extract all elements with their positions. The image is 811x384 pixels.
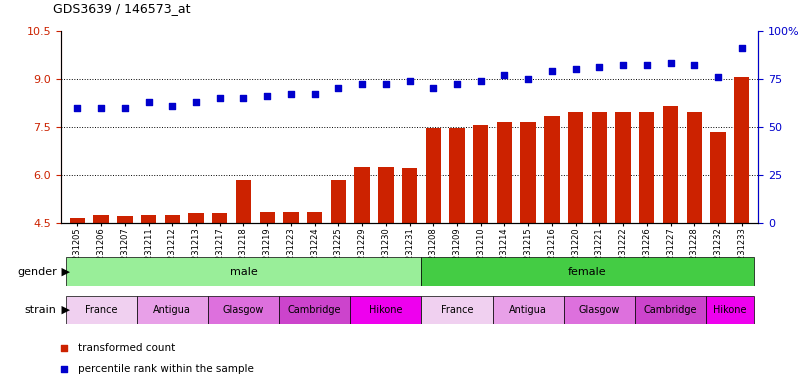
Text: gender: gender (17, 266, 57, 277)
Point (95, 104, 108, 111)
Text: percentile rank within the sample: percentile rank within the sample (78, 364, 254, 374)
Point (142, 99, 155, 105)
Bar (663, 106, 678, 223)
Point (71, 104, 84, 111)
Bar (283, 212, 298, 223)
Point (593, 64, 606, 70)
Text: France: France (85, 305, 118, 315)
Bar (165, 215, 180, 223)
Bar (307, 212, 323, 223)
Point (521, 76, 534, 82)
Point (546, 68, 559, 74)
Bar (496, 122, 513, 223)
Bar (188, 213, 204, 223)
Bar (521, 122, 536, 223)
Point (736, 45, 749, 51)
Text: GDS3639 / 146573_at: GDS3639 / 146573_at (53, 2, 191, 15)
Bar (70, 218, 85, 223)
Point (641, 62, 654, 68)
Bar (449, 128, 465, 223)
Bar (66, 257, 422, 286)
Text: ▶: ▶ (58, 266, 70, 277)
Text: Glasgow: Glasgow (223, 305, 264, 315)
Bar (544, 116, 560, 223)
Point (332, 85, 345, 91)
Bar (710, 132, 726, 223)
Bar (422, 257, 753, 286)
Point (711, 74, 724, 80)
Bar (635, 296, 706, 324)
Bar (706, 296, 753, 324)
Point (474, 78, 487, 84)
Bar (260, 212, 275, 223)
Point (616, 62, 629, 68)
Point (688, 62, 701, 68)
Bar (66, 296, 137, 324)
Text: Cambridge: Cambridge (288, 305, 341, 315)
Bar (331, 180, 346, 223)
Bar (354, 167, 370, 223)
Text: Cambridge: Cambridge (644, 305, 697, 315)
Bar (350, 296, 422, 324)
Point (569, 66, 582, 72)
Point (498, 72, 511, 78)
Bar (426, 128, 441, 223)
Point (190, 99, 203, 105)
Point (165, 103, 178, 109)
Bar (137, 296, 208, 324)
Bar (473, 125, 488, 223)
Bar (592, 113, 607, 223)
Text: Antigua: Antigua (509, 305, 547, 315)
Bar (93, 215, 109, 223)
Point (451, 81, 464, 88)
Bar (141, 215, 157, 223)
Text: male: male (230, 266, 257, 277)
Text: transformed count: transformed count (78, 343, 175, 353)
Bar (568, 113, 583, 223)
Bar (616, 113, 631, 223)
Bar (212, 213, 227, 223)
Text: strain: strain (25, 305, 57, 315)
Text: France: France (440, 305, 474, 315)
Point (355, 81, 368, 88)
Bar (401, 168, 418, 223)
Text: ▶: ▶ (58, 305, 70, 315)
Text: Hikone: Hikone (713, 305, 747, 315)
Point (260, 93, 273, 99)
Bar (564, 296, 635, 324)
Bar (117, 216, 132, 223)
Point (285, 91, 298, 97)
Point (237, 95, 250, 101)
Bar (687, 113, 702, 223)
Point (308, 91, 321, 97)
Text: Antigua: Antigua (153, 305, 191, 315)
Point (664, 60, 677, 66)
Bar (492, 296, 564, 324)
Bar (378, 167, 393, 223)
Bar (639, 113, 654, 223)
Point (403, 78, 416, 84)
Point (213, 95, 226, 101)
Point (118, 104, 131, 111)
Text: female: female (569, 266, 607, 277)
Text: Hikone: Hikone (369, 305, 402, 315)
Bar (734, 77, 749, 223)
Point (435, 92, 448, 98)
Bar (208, 296, 279, 324)
Text: Glasgow: Glasgow (579, 305, 620, 315)
Bar (236, 180, 251, 223)
Point (427, 85, 440, 91)
Bar (422, 296, 492, 324)
Bar (279, 296, 350, 324)
Point (435, 284, 448, 290)
Point (380, 81, 393, 88)
